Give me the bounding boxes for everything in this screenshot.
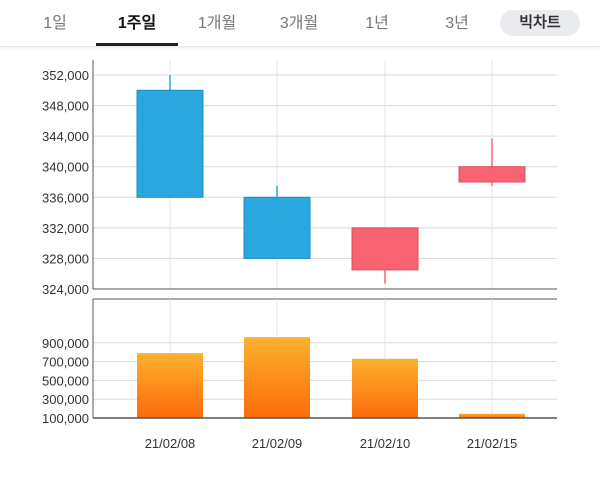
tab-1-week[interactable]: 1주일 bbox=[96, 0, 178, 46]
price-tick-label: 340,000 bbox=[42, 160, 89, 175]
volume-tick-label: 500,000 bbox=[42, 373, 89, 388]
volume-bar bbox=[137, 353, 203, 418]
tab-3-months[interactable]: 3개월 bbox=[279, 15, 319, 32]
tab-1-day[interactable]: 1일 bbox=[43, 15, 67, 32]
x-axis-date-labels: 21/02/08 21/02/09 21/02/10 21/02/15 bbox=[145, 436, 518, 451]
price-tick-label: 324,000 bbox=[42, 282, 89, 297]
volume-bar-panel: 900,000 700,000 500,000 300,000 100,000 bbox=[42, 298, 557, 426]
tab-1-year[interactable]: 1년 bbox=[365, 15, 389, 32]
volume-tick-label: 700,000 bbox=[42, 355, 89, 370]
candle-body bbox=[351, 227, 419, 271]
price-tick-label: 328,000 bbox=[42, 251, 89, 266]
volume-bar bbox=[459, 413, 525, 418]
x-tick-label: 21/02/08 bbox=[145, 436, 196, 451]
candle-body bbox=[243, 196, 311, 259]
volume-tick-label: 100,000 bbox=[42, 411, 89, 426]
tab-3-years[interactable]: 3년 bbox=[445, 15, 469, 32]
x-tick-label: 21/02/10 bbox=[360, 436, 411, 451]
x-tick-label: 21/02/09 bbox=[252, 436, 303, 451]
price-tick-label: 332,000 bbox=[42, 221, 89, 236]
candle-body bbox=[136, 89, 204, 198]
price-tick-label: 348,000 bbox=[42, 99, 89, 114]
price-candlestick-panel: 352,000 348,000 344,000 340,000 336,000 332,0… bbox=[42, 60, 557, 297]
volume-bar bbox=[352, 358, 418, 418]
volume-tick-label: 300,000 bbox=[42, 392, 89, 407]
price-tick-label: 344,000 bbox=[42, 129, 89, 144]
period-tab-bar: 1일 1주일 1개월 3개월 1년 3년 빅차트 bbox=[0, 0, 600, 47]
tab-1-month[interactable]: 1개월 bbox=[197, 15, 237, 32]
price-tick-label: 336,000 bbox=[42, 190, 89, 205]
x-tick-label: 21/02/15 bbox=[467, 436, 518, 451]
volume-tick-label: 900,000 bbox=[42, 336, 89, 351]
candle-body bbox=[458, 166, 526, 183]
big-chart-button[interactable]: 빅차트 bbox=[500, 10, 580, 36]
price-tick-label: 352,000 bbox=[42, 68, 89, 83]
volume-bar bbox=[244, 337, 310, 418]
